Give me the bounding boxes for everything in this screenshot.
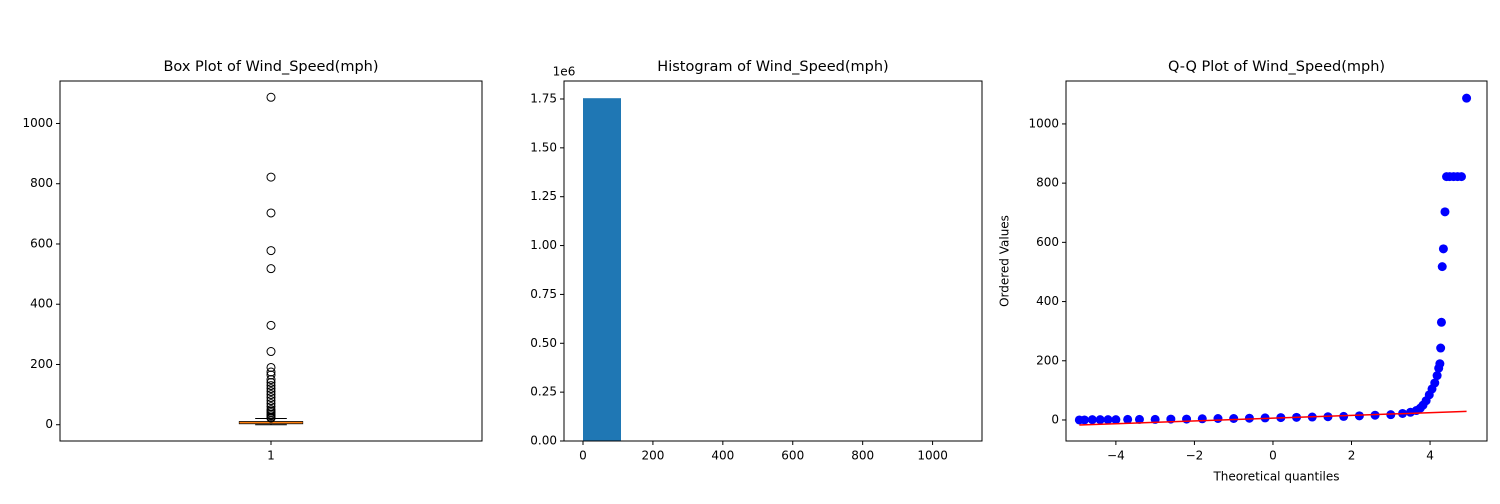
y-tick-label: 200 — [30, 357, 53, 371]
y-tick-label: 1000 — [22, 116, 53, 130]
point — [1088, 415, 1097, 424]
point — [1440, 207, 1449, 216]
y-tick-label: 600 — [1036, 235, 1059, 249]
x-tick-label: 1 — [267, 449, 275, 463]
point — [1438, 262, 1447, 271]
x-tick-label: 1000 — [917, 449, 948, 463]
y-tick-label: 400 — [1036, 294, 1059, 308]
point — [1435, 359, 1444, 368]
y-tick-label: 800 — [1036, 176, 1059, 190]
point — [1457, 172, 1466, 181]
flier — [267, 348, 275, 356]
y-tick-label: 600 — [30, 236, 53, 250]
y-tick-label: 1.75 — [530, 91, 557, 105]
y-offset-label: 1e6 — [553, 65, 576, 79]
axes-frame — [1066, 81, 1487, 441]
point — [1229, 414, 1238, 423]
y-tick-label: 0 — [1051, 412, 1059, 426]
x-tick-label: −2 — [1186, 449, 1204, 463]
y-tick-label: 0 — [45, 417, 53, 431]
y-axis-label: Ordered Values — [998, 215, 1012, 307]
x-tick-label: 2 — [1348, 449, 1356, 463]
x-tick-label: 4 — [1426, 449, 1434, 463]
point — [1462, 94, 1471, 103]
y-tick-label: 800 — [30, 176, 53, 190]
y-tick-label: 1.00 — [530, 238, 557, 252]
flier — [267, 363, 275, 371]
point — [1080, 415, 1089, 424]
point — [1439, 244, 1448, 253]
y-tick-label: 0.50 — [530, 336, 557, 350]
point — [1433, 371, 1442, 380]
axes-frame — [564, 81, 982, 441]
chart-title: Histogram of Wind_Speed(mph) — [657, 59, 888, 75]
point — [1104, 415, 1113, 424]
point — [1111, 415, 1120, 424]
y-tick-label: 0.75 — [530, 287, 557, 301]
chart-title: Box Plot of Wind_Speed(mph) — [163, 59, 378, 75]
y-tick-label: 0.25 — [530, 385, 557, 399]
bar — [583, 98, 621, 441]
point — [1436, 344, 1445, 353]
y-tick-label: 1.25 — [530, 189, 557, 203]
point — [1213, 414, 1222, 423]
x-tick-label: 600 — [781, 449, 804, 463]
point — [1198, 414, 1207, 423]
flier — [267, 321, 275, 329]
x-tick-label: 200 — [641, 449, 664, 463]
x-tick-label: 800 — [851, 449, 874, 463]
point — [1096, 415, 1105, 424]
flier — [267, 209, 275, 217]
point — [1437, 318, 1446, 327]
y-tick-label: 0.00 — [530, 434, 557, 448]
x-tick-label: 0 — [1269, 449, 1277, 463]
y-tick-label: 1.50 — [530, 140, 557, 154]
x-axis-label: Theoretical quantiles — [1212, 470, 1339, 484]
x-tick-label: −4 — [1107, 449, 1125, 463]
flier — [267, 247, 275, 255]
x-tick-label: 0 — [579, 449, 587, 463]
flier — [267, 93, 275, 101]
x-tick-label: 400 — [711, 449, 734, 463]
y-tick-label: 400 — [30, 297, 53, 311]
y-tick-label: 1000 — [1028, 116, 1059, 130]
flier — [267, 173, 275, 181]
flier — [267, 265, 275, 273]
point — [1182, 415, 1191, 424]
chart-title: Q-Q Plot of Wind_Speed(mph) — [1168, 59, 1385, 75]
y-tick-label: 200 — [1036, 353, 1059, 367]
